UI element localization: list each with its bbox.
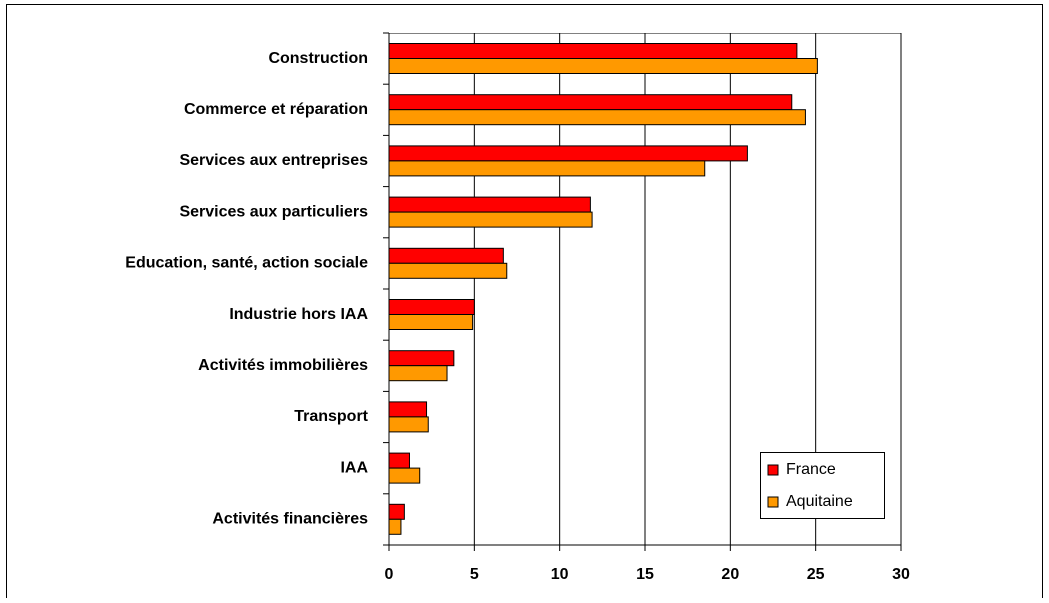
bar <box>388 160 706 177</box>
legend-swatch <box>767 496 779 508</box>
bar <box>388 365 448 382</box>
bar <box>388 58 818 74</box>
bar <box>388 94 793 111</box>
bar <box>388 503 405 520</box>
bar <box>388 314 474 330</box>
bar <box>388 452 410 469</box>
x-tick-label: 30 <box>892 566 910 583</box>
bar <box>388 467 421 484</box>
x-tick-label: 15 <box>636 566 654 583</box>
bar <box>388 145 748 162</box>
chart-border <box>6 4 1043 603</box>
bar <box>388 109 806 126</box>
x-tick-label: 10 <box>551 566 569 583</box>
bar <box>388 299 475 315</box>
y-tick-label: Services aux entreprises <box>179 152 368 169</box>
y-tick-label: Education, santé, action sociale <box>125 255 368 272</box>
bar <box>388 211 593 228</box>
x-tick-label: 20 <box>721 566 739 583</box>
bar <box>388 247 504 264</box>
bar <box>388 518 402 535</box>
legend-swatch <box>767 464 779 476</box>
y-tick-label: IAA <box>340 459 368 476</box>
x-tick-label: 0 <box>385 566 394 583</box>
x-tick-label: 5 <box>470 566 479 583</box>
legend-label: France <box>786 461 836 478</box>
bar <box>388 401 428 418</box>
bar <box>388 350 455 367</box>
bar <box>388 416 429 433</box>
y-tick-label: Transport <box>294 408 368 425</box>
y-tick-label: Activités financières <box>212 511 368 528</box>
legend-box <box>760 452 885 519</box>
x-tick-label: 25 <box>807 566 825 583</box>
y-tick-label: Commerce et réparation <box>184 101 368 118</box>
y-tick-label: Construction <box>268 50 368 67</box>
bar <box>388 262 508 279</box>
y-tick-label: Services aux particuliers <box>179 203 368 220</box>
y-tick-label: Industrie hors IAA <box>229 306 368 323</box>
legend-label: Aquitaine <box>786 493 853 510</box>
bar <box>388 43 798 59</box>
y-tick-label: Activités immobilières <box>198 357 368 374</box>
bar <box>388 196 591 213</box>
